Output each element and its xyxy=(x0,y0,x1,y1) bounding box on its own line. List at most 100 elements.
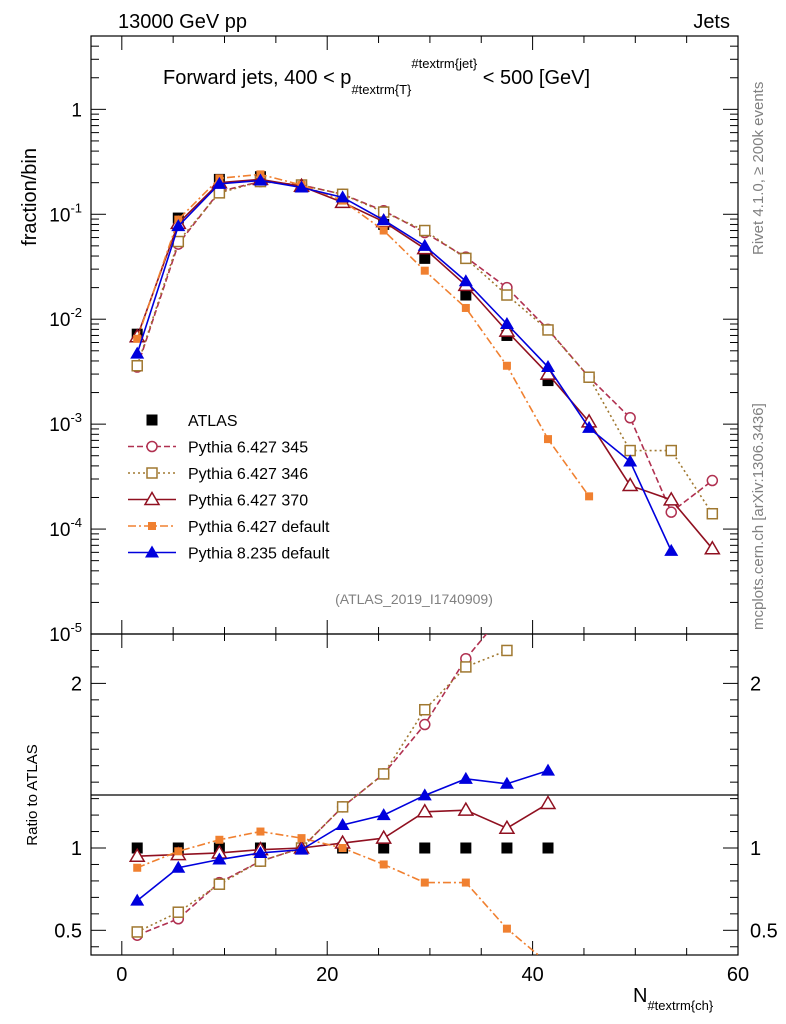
bottom-series-point-3 xyxy=(498,819,516,834)
top-series-point-1 xyxy=(706,474,719,487)
bottom-series-point-5 xyxy=(376,808,391,821)
bottom-series-point-2 xyxy=(172,906,185,918)
top-series-point-2 xyxy=(542,324,554,336)
legend-marker-3 xyxy=(143,491,161,506)
bottom-series-point-0 xyxy=(501,842,513,854)
legend-label-1: Pythia 6.427 345 xyxy=(188,440,308,457)
legend-label-5: Pythia 8.235 default xyxy=(188,546,330,563)
top-series-point-2 xyxy=(131,360,143,372)
bottom-series-point-2 xyxy=(131,926,143,938)
top-series-line-4 xyxy=(136,173,590,497)
bottom-series-point-0 xyxy=(460,842,472,854)
x-tick-label: 40 xyxy=(521,964,543,986)
top-series-line-5 xyxy=(136,179,672,552)
mcplots-label: mcplots.cern.ch [arXiv:1306.3436] xyxy=(750,403,767,630)
y-tick-label: 1 xyxy=(71,100,82,121)
top-series-point-4 xyxy=(133,334,142,343)
y-tick-label: 2 xyxy=(71,673,82,695)
top-series-point-4 xyxy=(502,361,511,370)
top-series-point-3 xyxy=(498,322,516,337)
energy-label: 13000 GeV pp xyxy=(118,11,247,33)
bottom-series-point-4 xyxy=(297,834,306,843)
top-series-point-5 xyxy=(582,420,597,433)
top-series-point-4 xyxy=(544,435,553,444)
top-series-point-4 xyxy=(420,266,429,275)
bottom-series-point-2 xyxy=(377,768,390,780)
y-tick-label: 10-2 xyxy=(49,305,82,331)
axis-tick-labels: 0 20 40 60 1 10-1 10-2 10-3 10-4 10-5 0.5 0.5 1 1 2 2 xyxy=(49,100,778,986)
top-series-point-5 xyxy=(458,274,473,287)
bottom-series-point-5 xyxy=(253,845,268,858)
bottom-series-point-4 xyxy=(461,878,470,887)
bottom-series-point-5 xyxy=(335,817,350,830)
x-title-sub: #textrm{ch} xyxy=(647,998,713,1013)
bottom-series-point-0 xyxy=(378,842,390,854)
top-series-point-5 xyxy=(376,213,391,226)
top-series-point-2 xyxy=(460,252,472,265)
rivet-label: Rivet 4.1.0, ≥ 200k events xyxy=(750,82,767,255)
top-series-point-2 xyxy=(213,187,226,199)
bottom-series-point-1 xyxy=(502,604,512,614)
title-main: Forward jets, 400 < p xyxy=(163,67,351,89)
top-series-point-1 xyxy=(624,412,636,424)
analysis-tag: (ATLAS_2019_I1740909) xyxy=(335,591,493,607)
x-axis-title: N#textrm{ch} xyxy=(633,985,714,1013)
top-series-point-2 xyxy=(501,289,513,301)
bottom-series-point-4 xyxy=(133,863,142,872)
top-series-point-5 xyxy=(664,543,679,556)
bottom-series-line-1 xyxy=(136,634,488,936)
bottom-series-point-2 xyxy=(213,878,226,890)
bottom-series-point-5 xyxy=(499,776,514,789)
y-axis-title-bottom: Ratio to ATLAS xyxy=(24,744,41,845)
bottom-series-point-2 xyxy=(460,661,472,673)
y-axis-title-top: fraction/bin xyxy=(19,148,41,246)
top-series-point-3 xyxy=(662,491,680,506)
bottom-series-line-2 xyxy=(136,649,508,933)
bottom-series-point-3 xyxy=(128,847,146,862)
top-series-point-3 xyxy=(621,477,639,492)
bottom-series-point-2 xyxy=(336,801,349,813)
x-tick-label: 0 xyxy=(116,964,127,986)
legend-label-4: Pythia 6.427 default xyxy=(188,519,330,536)
top-series-point-2 xyxy=(419,224,431,237)
top-series-point-5 xyxy=(130,346,145,359)
top-series-point-2 xyxy=(706,507,719,520)
bottom-series-point-0 xyxy=(542,842,554,854)
top-series-point-0 xyxy=(542,375,554,387)
title-sub: #textrm{T} xyxy=(351,82,412,97)
legend-label-3: Pythia 6.427 370 xyxy=(188,493,308,510)
y-tick-label: 10-1 xyxy=(49,200,82,226)
top-series-point-3 xyxy=(704,540,721,555)
legend: ATLAS Pythia 6.427 345 Pythia 6.427 346 Pyt… xyxy=(128,413,330,563)
y-tick-label-right: 0.5 xyxy=(750,920,778,942)
top-series-point-5 xyxy=(417,238,432,251)
top-series-point-5 xyxy=(171,219,186,232)
top-series-line-1 xyxy=(136,180,713,514)
y-tick-label-right: 2 xyxy=(750,673,761,695)
legend-label-2: Pythia 6.427 346 xyxy=(188,466,308,483)
top-series-point-4 xyxy=(461,303,470,312)
legend-marker-2 xyxy=(146,467,158,479)
bottom-series-point-3 xyxy=(375,829,392,844)
legend-label-0: ATLAS xyxy=(188,413,238,430)
top-series-point-5 xyxy=(499,317,514,330)
y-tick-label: 10-5 xyxy=(49,620,82,646)
x-title-main: N xyxy=(633,985,647,1007)
bottom-series-point-4 xyxy=(215,835,224,844)
top-series-point-4 xyxy=(585,492,594,501)
axis-ticks xyxy=(91,35,739,955)
bottom-series-point-4 xyxy=(544,959,552,967)
bottom-series-point-4 xyxy=(174,847,183,856)
bottom-series-point-5 xyxy=(294,842,309,855)
bottom-series-point-0 xyxy=(419,842,431,854)
bottom-series-point-4 xyxy=(502,924,511,933)
top-series-point-0 xyxy=(460,289,472,301)
title-end: < 500 [GeV] xyxy=(477,67,590,89)
bottom-series-point-5 xyxy=(541,763,556,776)
top-series-point-4 xyxy=(379,226,388,235)
top-series-point-5 xyxy=(335,190,350,203)
bottom-series-point-5 xyxy=(417,788,432,801)
bottom-series-point-5 xyxy=(171,860,186,873)
bottom-series-point-5 xyxy=(130,893,145,906)
